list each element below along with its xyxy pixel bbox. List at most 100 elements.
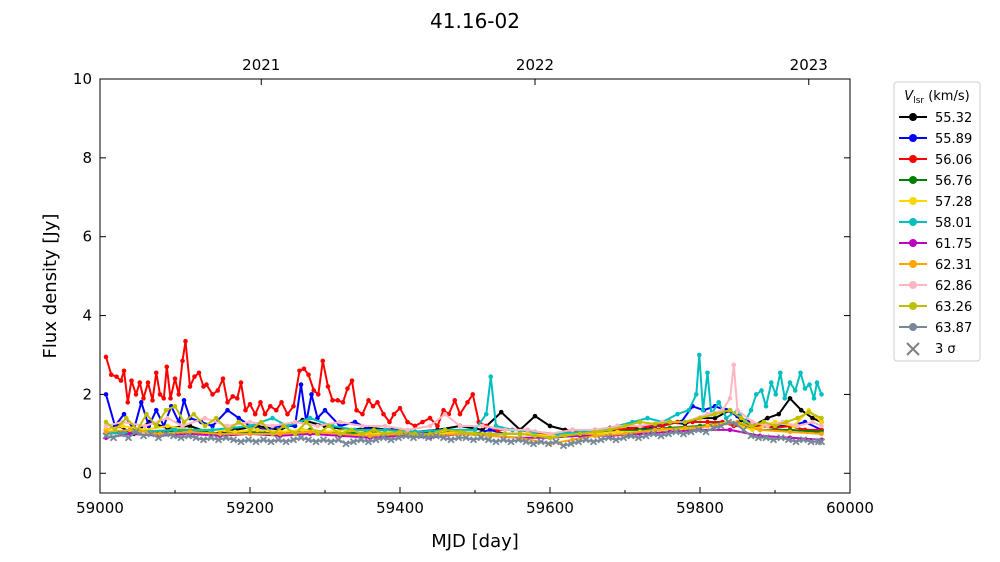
data-point xyxy=(300,427,305,433)
data-point xyxy=(138,400,144,405)
data-point xyxy=(772,423,778,429)
legend-label: 55.89 xyxy=(935,132,972,147)
legend-label: 56.76 xyxy=(935,174,972,189)
data-point xyxy=(215,388,221,393)
data-point xyxy=(441,407,446,413)
data-point xyxy=(454,434,463,442)
data-point xyxy=(664,430,673,438)
y-axis-ticks: 0 2 4 6 8 10 xyxy=(73,70,850,482)
x-tick-label: 59400 xyxy=(376,499,424,517)
data-point xyxy=(270,431,275,437)
data-point xyxy=(103,419,109,425)
data-point xyxy=(243,407,248,413)
data-point xyxy=(150,398,155,403)
data-point xyxy=(311,388,317,393)
data-point xyxy=(273,407,279,413)
data-point xyxy=(784,436,793,444)
data-point xyxy=(165,423,170,429)
data-point xyxy=(172,427,178,433)
data-point xyxy=(274,436,283,444)
data-point xyxy=(247,401,253,407)
data-point xyxy=(103,392,109,397)
data-point xyxy=(819,415,824,421)
data-point xyxy=(315,423,320,429)
data-point xyxy=(258,400,263,405)
y-tick-label: 2 xyxy=(82,385,92,403)
data-point xyxy=(387,436,395,444)
data-point xyxy=(315,392,321,397)
data-point xyxy=(247,427,253,433)
data-point xyxy=(787,380,793,385)
data-point xyxy=(180,423,185,429)
data-point xyxy=(477,434,485,442)
legend-title: Vlsr (km/s) xyxy=(904,89,969,106)
data-point xyxy=(672,428,680,436)
data-point xyxy=(807,382,812,387)
x-tick-label: 59600 xyxy=(526,499,574,517)
data-point xyxy=(118,378,124,383)
data-point xyxy=(525,427,530,433)
data-point xyxy=(777,434,785,442)
data-point xyxy=(753,392,759,397)
data-point xyxy=(172,376,178,381)
data-point xyxy=(315,415,320,421)
data-point xyxy=(267,403,273,409)
data-point xyxy=(379,434,388,442)
data-point xyxy=(121,411,127,417)
data-point xyxy=(225,400,230,405)
y-tick-label: 10 xyxy=(73,70,92,88)
data-point xyxy=(465,400,470,405)
data-point xyxy=(452,398,458,403)
data-point xyxy=(694,426,703,434)
data-point xyxy=(352,419,358,425)
data-point xyxy=(480,423,485,429)
data-point xyxy=(592,433,598,439)
data-point xyxy=(259,436,268,444)
data-point xyxy=(732,420,740,428)
data-point xyxy=(634,434,643,442)
data-point xyxy=(769,436,778,444)
legend-marker xyxy=(909,155,917,163)
legend-entry: 63.87 xyxy=(899,321,972,336)
data-point xyxy=(204,382,209,387)
data-point xyxy=(114,374,119,379)
legend-title-v: V xyxy=(904,89,914,104)
data-point xyxy=(102,432,110,440)
data-point xyxy=(702,428,710,436)
data-point xyxy=(360,431,365,437)
legend-marker xyxy=(909,302,917,310)
data-point xyxy=(247,423,253,429)
data-point xyxy=(180,358,185,364)
data-point xyxy=(622,423,628,429)
legend-marker xyxy=(909,176,917,184)
data-point xyxy=(469,436,478,444)
data-point xyxy=(282,438,290,446)
top-axis-year-ticks: 2021 2022 2023 xyxy=(242,56,828,85)
data-point xyxy=(739,426,748,434)
data-point xyxy=(532,413,538,419)
data-point xyxy=(237,438,245,446)
data-point xyxy=(750,427,755,433)
data-point xyxy=(340,400,346,405)
data-point xyxy=(457,411,463,417)
data-point xyxy=(142,423,148,429)
top-tick-label: 2023 xyxy=(790,56,828,74)
data-point xyxy=(292,419,298,425)
data-point xyxy=(196,370,202,376)
data-point xyxy=(819,392,824,397)
x-tick-label: 59000 xyxy=(76,499,124,517)
data-point xyxy=(330,398,335,403)
y-tick-label: 4 xyxy=(82,307,92,325)
data-point xyxy=(792,438,800,446)
data-point xyxy=(759,388,764,393)
data-point xyxy=(514,436,523,444)
data-point xyxy=(570,427,575,433)
data-point xyxy=(397,429,403,435)
data-point xyxy=(705,370,710,376)
data-point xyxy=(652,421,658,427)
data-point xyxy=(381,411,386,417)
data-point xyxy=(750,419,755,425)
data-point xyxy=(309,392,314,397)
data-point xyxy=(547,423,553,429)
